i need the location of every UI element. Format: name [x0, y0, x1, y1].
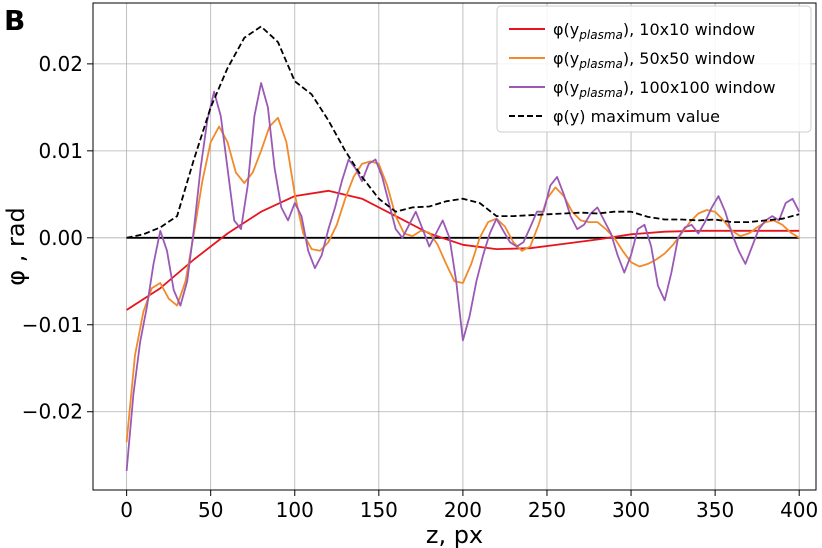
y-axis-ticks: −0.02 −0.01 0.00 0.01 0.02 [22, 52, 93, 424]
x-tick-label: 0 [120, 498, 133, 522]
x-tick-label: 150 [360, 498, 398, 522]
series-line-3 [126, 25, 800, 239]
y-tick-label: 0.02 [38, 52, 83, 76]
y-tick-label: −0.01 [22, 313, 83, 337]
x-axis-label: z, px [426, 521, 483, 548]
x-tick-label: 300 [612, 498, 650, 522]
y-tick-label: 0.01 [38, 139, 83, 163]
series-line-2 [125, 82, 801, 471]
legend: φ(yplasma), 10x10 window φ(yplasma), 50x5… [496, 5, 812, 133]
x-tick-label: 400 [780, 498, 818, 522]
x-axis-ticks: 0 50 100 150 200 250 300 350 400 [120, 490, 818, 522]
legend-label: φ(y) maximum value [553, 107, 720, 126]
x-tick-label: 250 [528, 498, 566, 522]
y-tick-label: 0.00 [38, 226, 83, 250]
legend-label: φ(yplasma), 10x10 window [553, 20, 755, 42]
legend-label: φ(yplasma), 100x100 window [553, 78, 776, 100]
x-tick-label: 100 [276, 498, 314, 522]
legend-box [496, 5, 812, 133]
x-tick-label: 50 [198, 498, 223, 522]
x-tick-label: 200 [444, 498, 482, 522]
panel-label: B [4, 4, 25, 37]
y-tick-label: −0.02 [22, 400, 83, 424]
plot-frame [92, 2, 817, 491]
y-axis-label: φ , rad [2, 207, 30, 286]
series-lines [125, 25, 801, 471]
x-tick-label: 350 [696, 498, 734, 522]
legend-label: φ(yplasma), 50x50 window [553, 49, 755, 71]
